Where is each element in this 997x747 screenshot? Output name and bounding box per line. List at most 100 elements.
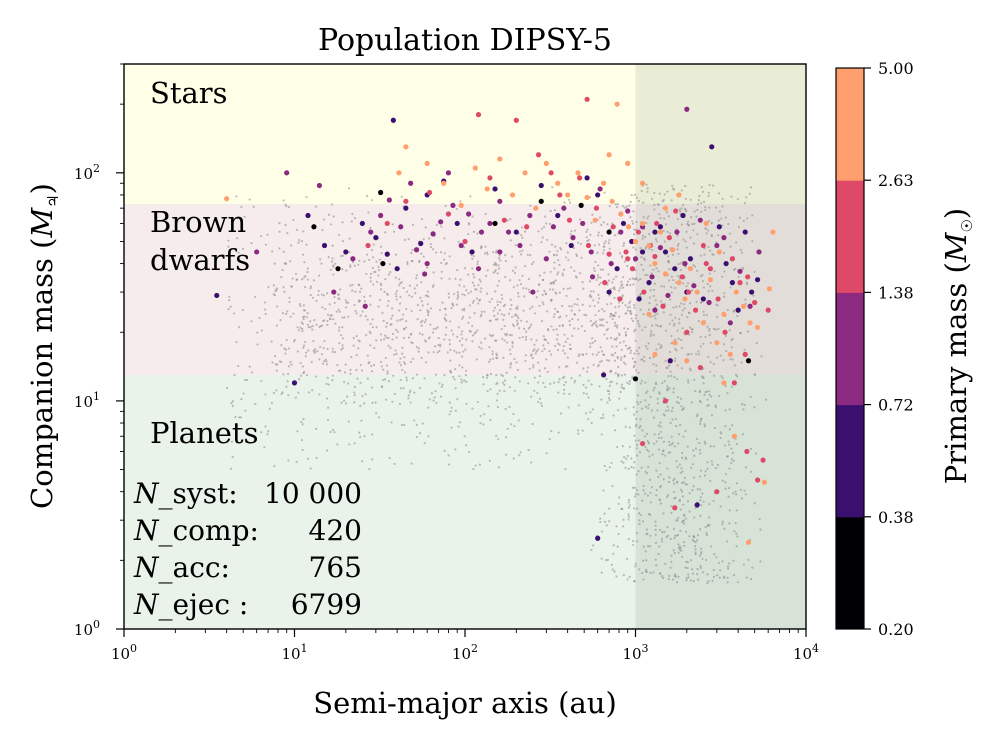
- background-point: [627, 498, 631, 502]
- background-point: [531, 305, 534, 308]
- background-point: [667, 364, 670, 367]
- background-point: [453, 378, 456, 381]
- background-point: [730, 338, 733, 342]
- background-point: [270, 340, 273, 343]
- colorbar-label: Primary mass (M☉): [939, 208, 976, 484]
- background-point: [699, 488, 702, 491]
- background-point: [621, 276, 625, 279]
- background-point: [457, 295, 460, 298]
- background-point: [645, 448, 649, 451]
- background-point: [369, 303, 372, 306]
- background-point: [654, 299, 657, 302]
- background-point: [496, 284, 499, 287]
- background-point: [542, 225, 546, 229]
- data-point: [667, 358, 673, 364]
- background-point: [287, 205, 291, 209]
- data-point: [555, 180, 561, 186]
- background-point: [353, 264, 356, 267]
- background-point: [644, 236, 647, 239]
- background-point: [667, 480, 671, 484]
- background-point: [618, 496, 621, 499]
- background-point: [548, 250, 551, 253]
- background-point: [317, 289, 320, 293]
- data-point: [747, 320, 753, 326]
- background-point: [402, 313, 405, 316]
- background-point: [517, 419, 520, 422]
- background-point: [337, 293, 340, 296]
- background-point: [699, 301, 702, 304]
- background-point: [480, 341, 483, 344]
- background-point: [642, 360, 646, 363]
- background-point: [452, 304, 455, 307]
- background-point: [479, 290, 482, 293]
- background-point: [598, 283, 601, 286]
- background-point: [246, 378, 249, 382]
- background-point: [676, 400, 679, 404]
- background-point: [663, 217, 666, 220]
- background-point: [753, 373, 756, 376]
- background-point: [639, 382, 642, 385]
- background-point: [502, 381, 505, 384]
- data-point: [684, 358, 690, 364]
- background-point: [511, 340, 514, 344]
- background-point: [691, 572, 695, 575]
- background-point: [722, 359, 725, 362]
- background-point: [347, 301, 350, 304]
- background-point: [391, 400, 394, 403]
- background-point: [511, 269, 515, 272]
- background-point: [676, 329, 679, 332]
- background-point: [421, 422, 424, 425]
- background-point: [597, 351, 600, 354]
- background-point: [586, 228, 589, 231]
- data-point: [606, 251, 612, 257]
- background-point: [679, 262, 682, 265]
- background-point: [537, 230, 540, 233]
- background-point: [284, 312, 288, 316]
- region-label: Brown: [150, 205, 246, 239]
- background-point: [578, 272, 582, 275]
- background-point: [391, 223, 394, 226]
- background-point: [608, 384, 611, 387]
- background-point: [677, 337, 680, 340]
- data-point: [652, 351, 658, 357]
- background-point: [229, 467, 233, 470]
- background-point: [572, 247, 576, 250]
- data-point: [723, 260, 729, 267]
- background-point: [371, 256, 375, 259]
- background-point: [506, 427, 509, 430]
- background-point: [260, 431, 263, 434]
- background-point: [281, 391, 284, 394]
- background-point: [607, 396, 611, 399]
- background-point: [443, 258, 446, 261]
- background-point: [629, 349, 633, 352]
- background-point: [416, 303, 419, 307]
- background-point: [472, 273, 475, 276]
- background-point: [533, 376, 536, 379]
- background-point: [516, 323, 519, 326]
- background-point: [298, 378, 301, 381]
- background-point: [508, 405, 511, 409]
- background-point: [661, 381, 664, 385]
- background-point: [606, 337, 609, 340]
- background-point: [644, 570, 648, 573]
- background-point: [727, 495, 730, 498]
- background-point: [281, 268, 284, 272]
- data-point: [652, 229, 658, 235]
- background-point: [705, 533, 709, 537]
- background-point: [508, 333, 511, 337]
- background-point: [488, 319, 491, 322]
- background-point: [512, 286, 515, 289]
- background-point: [228, 299, 231, 302]
- background-point: [338, 326, 341, 329]
- background-point: [699, 469, 703, 472]
- background-point: [371, 401, 374, 405]
- background-point: [613, 288, 616, 291]
- background-point: [576, 318, 580, 321]
- background-point: [250, 371, 254, 374]
- background-point: [627, 515, 631, 518]
- background-point: [691, 568, 694, 571]
- background-point: [591, 353, 594, 356]
- background-point: [681, 327, 684, 330]
- background-point: [626, 309, 629, 312]
- data-point: [660, 303, 666, 309]
